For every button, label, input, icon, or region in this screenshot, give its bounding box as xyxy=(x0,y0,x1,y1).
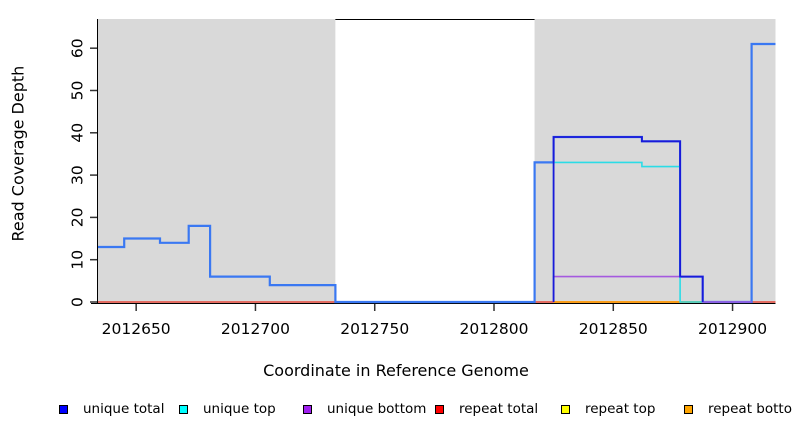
legend-swatch-unique-total xyxy=(59,404,68,414)
y-tick-label: 0 xyxy=(69,297,87,307)
legend-swatch-repeat-bottom xyxy=(684,404,693,414)
x-tick-label: 2012700 xyxy=(221,320,290,338)
shaded-region xyxy=(534,19,776,303)
legend-swatch-unique-top xyxy=(179,404,188,414)
legend-item-repeat-total: repeat total xyxy=(435,399,538,419)
legend-item-repeat-bottom: repeat bottom xyxy=(684,399,792,419)
legend-label: repeat total xyxy=(459,401,539,417)
legend-item-unique-top: unique top xyxy=(179,399,276,419)
y-axis-title: Read Coverage Depth xyxy=(8,65,28,242)
legend-swatch-repeat-top xyxy=(561,404,570,414)
legend-label: unique bottom xyxy=(327,401,427,417)
series-unique-total-line xyxy=(552,136,704,302)
x-tick-label: 2012800 xyxy=(459,320,528,338)
legend-item-unique-total: unique total xyxy=(59,399,164,419)
x-tick-label: 2012650 xyxy=(102,320,171,338)
x-tick-label: 2012850 xyxy=(579,320,648,338)
x-tick-label: 2012900 xyxy=(698,320,767,338)
legend-item-unique-bottom: unique bottom xyxy=(303,399,426,419)
x-tick-label: 2012750 xyxy=(340,320,409,338)
y-tick-label: 20 xyxy=(69,208,87,228)
legend-label: unique top xyxy=(203,401,276,417)
legend-item-repeat-top: repeat top xyxy=(561,399,655,419)
legend-label: repeat top xyxy=(585,401,656,417)
legend: unique total unique top unique bottom repea… xyxy=(0,399,792,423)
legend-swatch-unique-bottom xyxy=(303,404,312,414)
legend-swatch-repeat-total xyxy=(435,404,444,414)
y-tick-label: 60 xyxy=(69,38,87,58)
series-group xyxy=(98,42,776,304)
y-tick-label: 50 xyxy=(69,81,87,101)
legend-label: unique total xyxy=(83,401,165,417)
y-tick-label: 30 xyxy=(69,165,87,185)
y-tick-label: 10 xyxy=(69,250,87,270)
y-tick-label: 40 xyxy=(69,123,87,143)
x-axis-title: Coordinate in Reference Genome xyxy=(263,361,529,380)
legend-label: repeat bottom xyxy=(708,401,792,417)
shaded-region xyxy=(98,19,336,303)
